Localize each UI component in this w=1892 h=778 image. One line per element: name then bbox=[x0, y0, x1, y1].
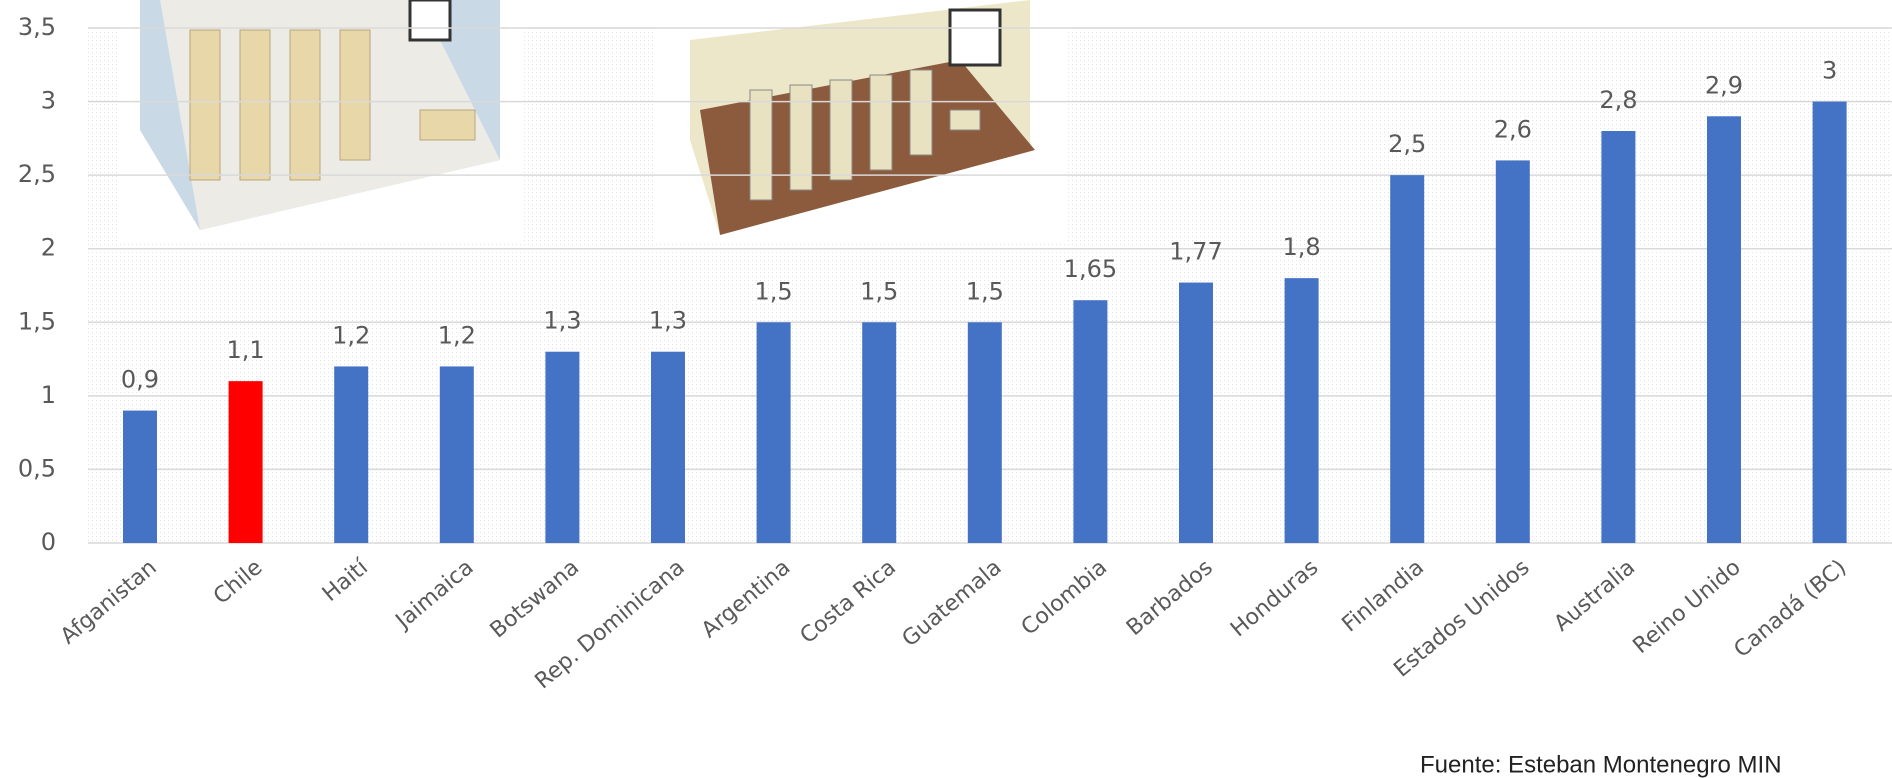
bar bbox=[756, 322, 791, 543]
y-tick-label: 0,5 bbox=[18, 454, 56, 482]
value-label: 2,9 bbox=[1705, 71, 1743, 99]
x-tick-label: Haití bbox=[318, 554, 374, 606]
value-label: 1,1 bbox=[227, 336, 265, 364]
bar bbox=[967, 322, 1002, 543]
value-label: 1,2 bbox=[332, 321, 370, 349]
bar bbox=[1812, 101, 1847, 544]
y-tick-label: 0 bbox=[41, 528, 56, 556]
x-tick-label: Jaimaica bbox=[390, 555, 479, 635]
source-note: Fuente: Esteban Montenegro MIN bbox=[1420, 751, 1782, 778]
classroom-image-1 bbox=[117, 0, 523, 241]
y-tick-label: 2,5 bbox=[18, 160, 56, 188]
x-tick-label: Colombia bbox=[1017, 555, 1112, 641]
x-tick-label: Honduras bbox=[1226, 555, 1323, 642]
y-tick-label: 2 bbox=[41, 234, 56, 262]
x-tick-label: Botswana bbox=[486, 555, 584, 643]
bar bbox=[439, 366, 474, 543]
bar bbox=[1390, 175, 1425, 543]
value-label: 1,5 bbox=[966, 277, 1004, 305]
value-label: 2,8 bbox=[1599, 86, 1637, 114]
classroom-image-2 bbox=[654, 0, 1068, 241]
value-label: 1,8 bbox=[1283, 233, 1321, 261]
x-tick-label: Guatemala bbox=[898, 555, 1007, 652]
x-tick-label: Costa Rica bbox=[796, 555, 901, 649]
x-tick-label: Australia bbox=[1549, 555, 1640, 637]
value-label: 1,2 bbox=[438, 321, 476, 349]
x-tick-label: Finlandia bbox=[1338, 555, 1429, 637]
value-label: 3 bbox=[1822, 57, 1837, 85]
x-tick-label: Argentina bbox=[697, 555, 795, 643]
y-tick-label: 1,5 bbox=[18, 307, 56, 335]
value-label: 1,5 bbox=[755, 277, 793, 305]
bar bbox=[1601, 131, 1636, 543]
bar bbox=[1284, 278, 1319, 543]
bar bbox=[228, 381, 263, 543]
value-label: 1,3 bbox=[649, 307, 687, 335]
x-tick-label: Canadá (BC) bbox=[1730, 555, 1852, 663]
value-label: 1,77 bbox=[1169, 238, 1222, 266]
x-tick-label: Chile bbox=[209, 555, 267, 610]
value-label: 2,5 bbox=[1388, 130, 1426, 158]
y-tick-label: 3 bbox=[41, 87, 56, 115]
bar bbox=[651, 351, 685, 543]
value-label: 1,3 bbox=[543, 307, 581, 335]
bar bbox=[545, 351, 580, 543]
y-tick-label: 1 bbox=[41, 381, 56, 409]
x-tick-label: Barbados bbox=[1122, 555, 1218, 641]
x-tick-label: Afganistan bbox=[56, 555, 162, 649]
value-label: 1,65 bbox=[1064, 255, 1117, 283]
x-tick-label: Reino Unido bbox=[1629, 555, 1746, 659]
bar bbox=[334, 366, 369, 543]
y-tick-label: 3,5 bbox=[18, 13, 56, 41]
bar bbox=[1179, 282, 1213, 543]
bar bbox=[862, 322, 897, 543]
bar bbox=[1073, 300, 1108, 543]
bar bbox=[123, 410, 157, 543]
value-label: 1,5 bbox=[860, 277, 898, 305]
value-label: 2,6 bbox=[1494, 115, 1532, 143]
bar bbox=[1707, 116, 1741, 544]
bar bbox=[1495, 160, 1530, 543]
value-label: 0,9 bbox=[121, 366, 159, 394]
